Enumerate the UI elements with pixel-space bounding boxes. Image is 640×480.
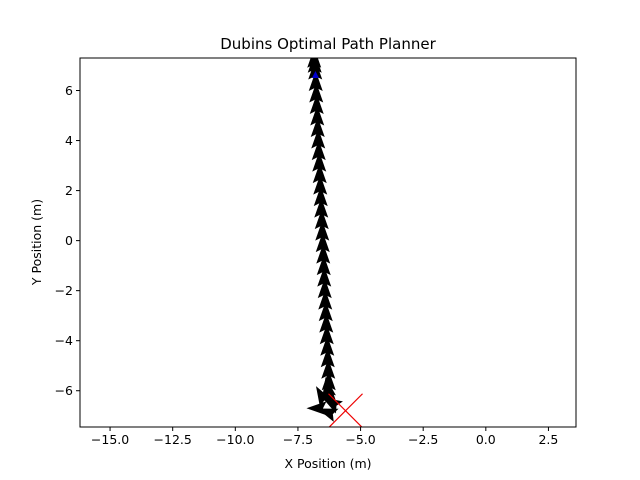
path-arrow [319, 324, 334, 345]
x-tick-label: 2.5 [538, 432, 558, 447]
path-arrow [315, 232, 330, 253]
x-tick-label: −7.5 [283, 432, 313, 447]
y-axis-ticks: −6 −4 −2 0 2 4 6 [55, 83, 80, 398]
path-arrow [320, 335, 335, 356]
path-arrow [308, 59, 323, 80]
goal-marker-stroke [328, 393, 363, 427]
path-arrow [311, 128, 326, 149]
y-tick-label: 2 [65, 183, 73, 198]
path-arrow [316, 255, 331, 276]
path-arrow [315, 386, 333, 407]
path-arrow [314, 209, 329, 230]
path-arrow [309, 94, 324, 115]
chart-title: Dubins Optimal Path Planner [220, 35, 436, 53]
path-arrow [312, 163, 327, 184]
plot-frame [79, 57, 577, 428]
y-tick-label: −2 [55, 283, 73, 298]
path-arrow [317, 266, 332, 287]
path-arrow [307, 58, 322, 68]
path-arrow [317, 408, 339, 422]
start-marker [311, 71, 319, 79]
path-arrow [322, 397, 343, 414]
x-tick-label: 0.0 [476, 432, 496, 447]
y-tick-label: 0 [65, 233, 73, 248]
x-tick-label: −10.0 [216, 432, 254, 447]
path-arrow [318, 289, 333, 310]
x-tick-label: −2.5 [408, 432, 438, 447]
path-arrow [318, 301, 333, 322]
y-axis-label: Y Position (m) [29, 199, 44, 286]
x-tick-label: −5.0 [345, 432, 375, 447]
path-arrow [319, 312, 334, 333]
path-arrow [316, 243, 331, 264]
y-tick-label: 4 [65, 133, 73, 148]
x-tick-label: −15.0 [91, 432, 129, 447]
path-arrow [311, 140, 326, 161]
path-arrow [312, 151, 327, 172]
path-arrow [313, 174, 328, 195]
path-arrow [320, 347, 335, 368]
x-tick-label: −12.5 [154, 432, 192, 447]
path-arrow [310, 117, 325, 138]
path-arrow [322, 376, 336, 398]
path-arrow [310, 105, 325, 126]
path-arrow [321, 358, 336, 379]
y-tick-label: 6 [65, 83, 73, 98]
path-arrow [309, 82, 324, 103]
x-axis-ticks: −15.0 −12.5 −10.0 −7.5 −5.0 −2.5 0.0 2.5 [91, 427, 558, 447]
path-arrow [315, 220, 330, 241]
path-arrow [314, 197, 329, 218]
goal-marker [328, 393, 363, 427]
path-arrow [313, 186, 328, 207]
y-tick-label: −4 [55, 333, 73, 348]
y-tick-label: −6 [55, 383, 73, 398]
x-axis-label: X Position (m) [284, 456, 371, 471]
path-arrow [317, 278, 332, 299]
plot-area [306, 58, 363, 427]
path-arrow [308, 71, 323, 92]
